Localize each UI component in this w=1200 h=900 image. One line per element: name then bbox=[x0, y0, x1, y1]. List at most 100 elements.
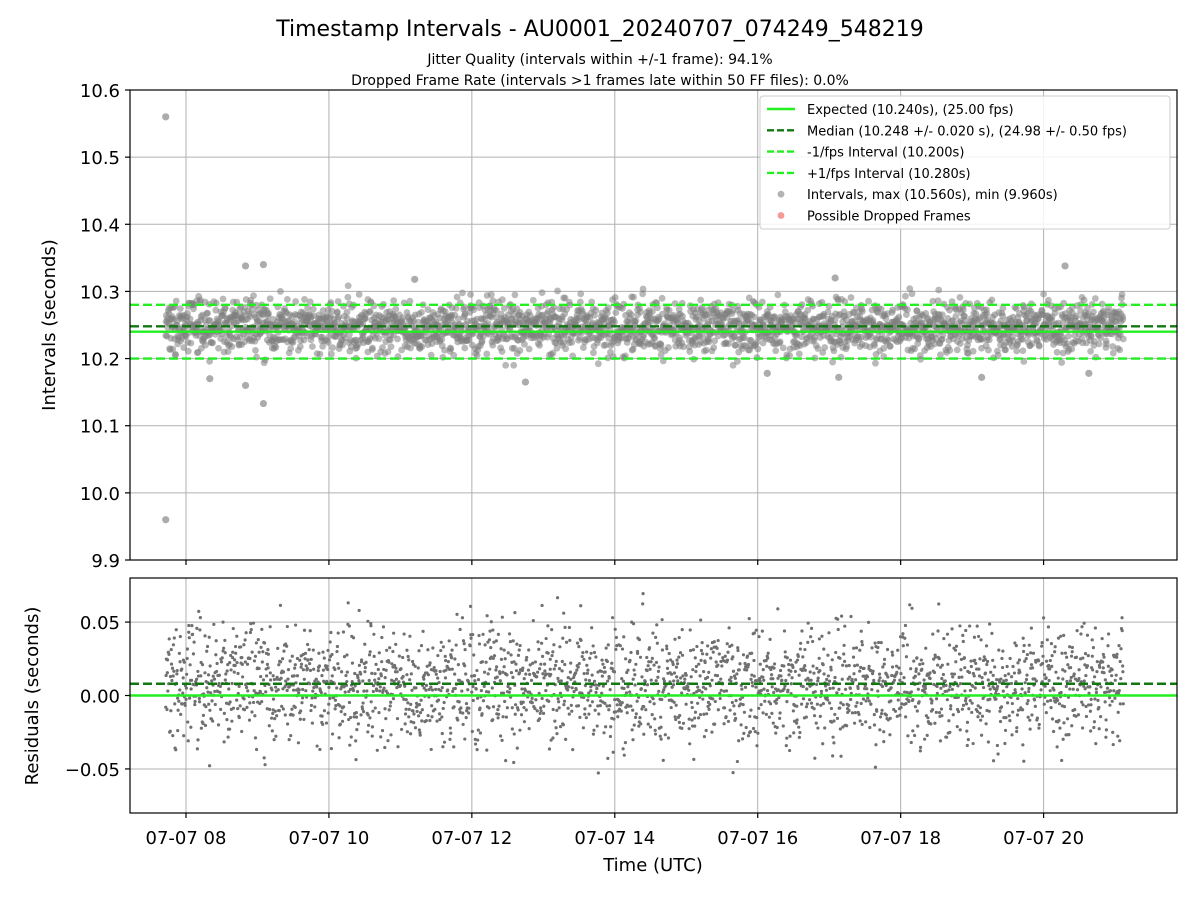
residual-point bbox=[367, 678, 371, 683]
residual-point bbox=[872, 713, 876, 717]
residual-point bbox=[699, 618, 703, 622]
interval-point bbox=[630, 293, 637, 301]
residual-point bbox=[210, 699, 214, 703]
residual-point bbox=[795, 658, 800, 662]
residual-point bbox=[691, 668, 695, 672]
residual-point bbox=[731, 771, 735, 775]
residual-point bbox=[707, 707, 711, 711]
residual-point bbox=[189, 725, 193, 729]
residual-point bbox=[791, 665, 795, 669]
residual-point bbox=[554, 659, 558, 663]
residual-point bbox=[190, 632, 195, 636]
residual-point bbox=[396, 745, 400, 749]
residual-point bbox=[849, 697, 853, 702]
interval-point bbox=[202, 341, 209, 349]
residual-point bbox=[497, 712, 501, 716]
residual-point bbox=[239, 645, 243, 649]
residual-point bbox=[699, 658, 703, 662]
residual-point bbox=[690, 718, 694, 722]
residual-point bbox=[247, 718, 252, 722]
residual-point bbox=[798, 730, 802, 735]
residual-point bbox=[253, 714, 257, 718]
residual-point bbox=[955, 725, 959, 729]
residual-point bbox=[804, 705, 809, 709]
interval-point bbox=[772, 347, 780, 355]
residual-point bbox=[755, 715, 759, 720]
residual-point bbox=[176, 728, 180, 733]
residual-point bbox=[438, 717, 442, 722]
residual-point bbox=[248, 656, 252, 661]
residual-point bbox=[906, 734, 910, 738]
interval-point bbox=[1058, 359, 1066, 366]
residual-point bbox=[666, 736, 671, 740]
residual-point bbox=[734, 699, 738, 703]
residual-point bbox=[430, 704, 434, 708]
residual-point bbox=[719, 688, 723, 692]
residual-point bbox=[688, 628, 692, 632]
interval-point bbox=[1065, 332, 1072, 340]
residual-point bbox=[619, 709, 623, 713]
residual-point bbox=[869, 702, 873, 706]
residual-point bbox=[659, 715, 663, 719]
residual-point bbox=[326, 711, 330, 715]
residual-point bbox=[675, 675, 679, 679]
residual-point bbox=[274, 685, 278, 689]
residual-point bbox=[452, 745, 456, 749]
residual-point bbox=[967, 707, 971, 711]
interval-point bbox=[1053, 348, 1061, 356]
residual-point bbox=[760, 629, 764, 633]
residual-point bbox=[501, 691, 506, 695]
residual-point bbox=[444, 658, 448, 663]
residual-point bbox=[230, 719, 234, 723]
residual-point bbox=[852, 672, 856, 676]
residual-point bbox=[812, 671, 816, 675]
residual-point bbox=[594, 690, 598, 695]
interval-point bbox=[1103, 340, 1110, 348]
residual-point bbox=[639, 722, 643, 726]
residual-point bbox=[559, 679, 563, 683]
residual-point bbox=[995, 684, 1000, 689]
residual-point bbox=[1000, 665, 1005, 670]
residual-point bbox=[324, 721, 329, 725]
residual-point bbox=[408, 678, 412, 682]
residual-point bbox=[750, 651, 754, 655]
residual-point bbox=[448, 726, 452, 730]
residual-point bbox=[671, 683, 676, 687]
residual-point bbox=[235, 660, 239, 665]
residual-point bbox=[316, 669, 320, 673]
residual-point bbox=[234, 651, 238, 655]
residual-point bbox=[715, 646, 719, 650]
residual-point bbox=[231, 650, 235, 654]
residual-point bbox=[678, 651, 683, 655]
residual-point bbox=[289, 734, 293, 738]
residual-point bbox=[933, 655, 937, 659]
residual-point bbox=[965, 720, 970, 724]
residual-point bbox=[904, 655, 909, 659]
interval-point bbox=[750, 313, 758, 321]
residual-point bbox=[751, 726, 756, 731]
interval-point bbox=[561, 294, 569, 302]
residual-point bbox=[806, 640, 810, 644]
residual-point bbox=[218, 684, 222, 688]
residual-point bbox=[446, 660, 450, 664]
residual-point bbox=[592, 728, 596, 732]
residual-point bbox=[389, 700, 393, 704]
residual-point bbox=[215, 661, 219, 666]
interval-point bbox=[627, 311, 635, 319]
residual-point bbox=[607, 676, 611, 680]
residual-point bbox=[544, 689, 548, 693]
residual-point bbox=[272, 677, 276, 682]
residual-point bbox=[308, 662, 312, 666]
residual-point bbox=[540, 696, 544, 701]
residual-point bbox=[458, 627, 462, 632]
residual-point bbox=[418, 711, 423, 715]
residual-point bbox=[400, 727, 404, 732]
residual-point bbox=[581, 726, 585, 730]
residual-point bbox=[589, 651, 593, 655]
residual-point bbox=[431, 646, 435, 650]
interval-point bbox=[375, 335, 383, 343]
residual-point bbox=[659, 725, 663, 729]
residual-point bbox=[855, 663, 859, 667]
residual-point bbox=[415, 709, 419, 714]
residual-point bbox=[261, 650, 265, 654]
